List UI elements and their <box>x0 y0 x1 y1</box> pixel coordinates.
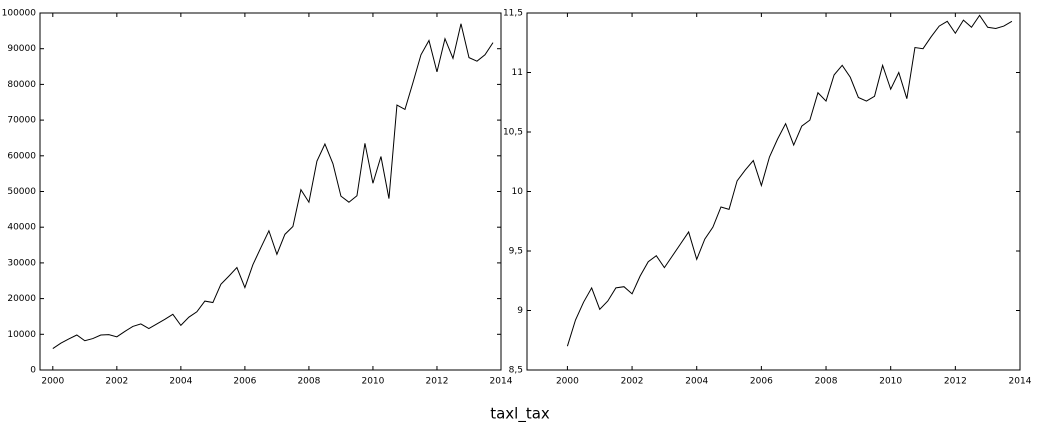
caption: taxl_tax <box>490 405 550 424</box>
y-tick-label: 11,5 <box>503 9 523 19</box>
x-tick-label: 2002 <box>621 377 644 387</box>
x-tick-label: 2014 <box>490 377 513 387</box>
x-tick-label: 2006 <box>233 377 256 387</box>
y-tick-label: 10 <box>512 187 524 197</box>
plot-frame <box>39 12 502 371</box>
y-tick-label: 40000 <box>7 223 36 233</box>
x-tick-label: 2008 <box>815 377 838 387</box>
data-line <box>566 14 1013 347</box>
y-tick-label: 50000 <box>7 187 36 197</box>
y-tick-label: 9,5 <box>509 247 523 257</box>
x-tick-label: 2006 <box>750 377 773 387</box>
y-tick-label: 20000 <box>7 294 36 304</box>
x-tick-label: 2012 <box>426 377 449 387</box>
y-tick-label: 30000 <box>7 258 36 268</box>
x-tick-label: 2010 <box>361 377 384 387</box>
x-tick-label: 2004 <box>169 377 192 387</box>
x-tick-label: 2012 <box>944 377 967 387</box>
x-tick-label: 2004 <box>685 377 708 387</box>
x-tick-label: 2010 <box>879 377 902 387</box>
y-tick-label: 90000 <box>7 44 36 54</box>
y-tick-label: 10000 <box>7 330 36 340</box>
x-tick-label: 2014 <box>1009 377 1032 387</box>
data-line <box>52 23 494 349</box>
x-tick-label: 2000 <box>556 377 579 387</box>
y-tick-label: 10,5 <box>503 128 523 138</box>
x-tick-label: 2008 <box>297 377 320 387</box>
y-tick-label: 9 <box>517 306 523 316</box>
y-tick-label: 80000 <box>7 80 36 90</box>
y-tick-label: 60000 <box>7 151 36 161</box>
y-tick-label: 0 <box>30 366 36 376</box>
y-tick-label: 100000 <box>2 9 37 19</box>
y-tick-label: 70000 <box>7 116 36 126</box>
y-tick-label: 11 <box>512 68 523 78</box>
x-tick-label: 2002 <box>105 377 128 387</box>
x-tick-label: 2000 <box>41 377 64 387</box>
plot-frame <box>526 12 1021 371</box>
y-tick-label: 8,5 <box>509 366 523 376</box>
